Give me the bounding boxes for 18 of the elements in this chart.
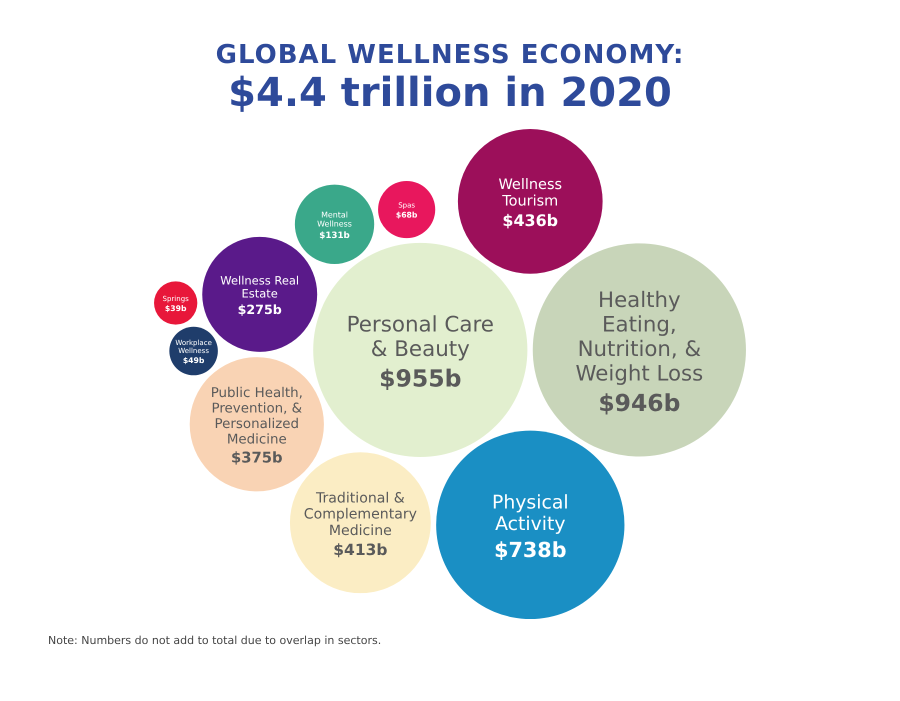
text: GLOBAL WELLNESS ECONOMY: bbox=[214, 40, 686, 70]
data-label: $955b bbox=[379, 364, 462, 393]
category-label: Wellness Real Estate bbox=[220, 273, 300, 301]
category-label: Traditional & Complementary Medicine bbox=[304, 490, 417, 539]
category-label: Wellness Tourism bbox=[498, 176, 562, 210]
data-label: $375b bbox=[231, 450, 283, 467]
data-label: $946b bbox=[598, 388, 680, 417]
text: $4.4 trillion in 2020 bbox=[227, 70, 673, 116]
data-label: $131b bbox=[319, 230, 350, 241]
category-label: Healthy Eating, Nutrition, & Weight Loss bbox=[575, 288, 704, 387]
data-label: $436b bbox=[502, 211, 558, 230]
category-label: Public Health, Prevention, & Personalized Medicine bbox=[210, 386, 303, 448]
category-label: Personal Care & Beauty bbox=[346, 312, 494, 362]
data-label: $275b bbox=[238, 302, 282, 317]
text: Note: Numbers do not add to total due to overlap in sectors. bbox=[48, 634, 382, 647]
data-label: $738b bbox=[494, 538, 567, 562]
category-label: Physical Activity bbox=[492, 492, 569, 536]
data-label: $413b bbox=[333, 540, 388, 559]
